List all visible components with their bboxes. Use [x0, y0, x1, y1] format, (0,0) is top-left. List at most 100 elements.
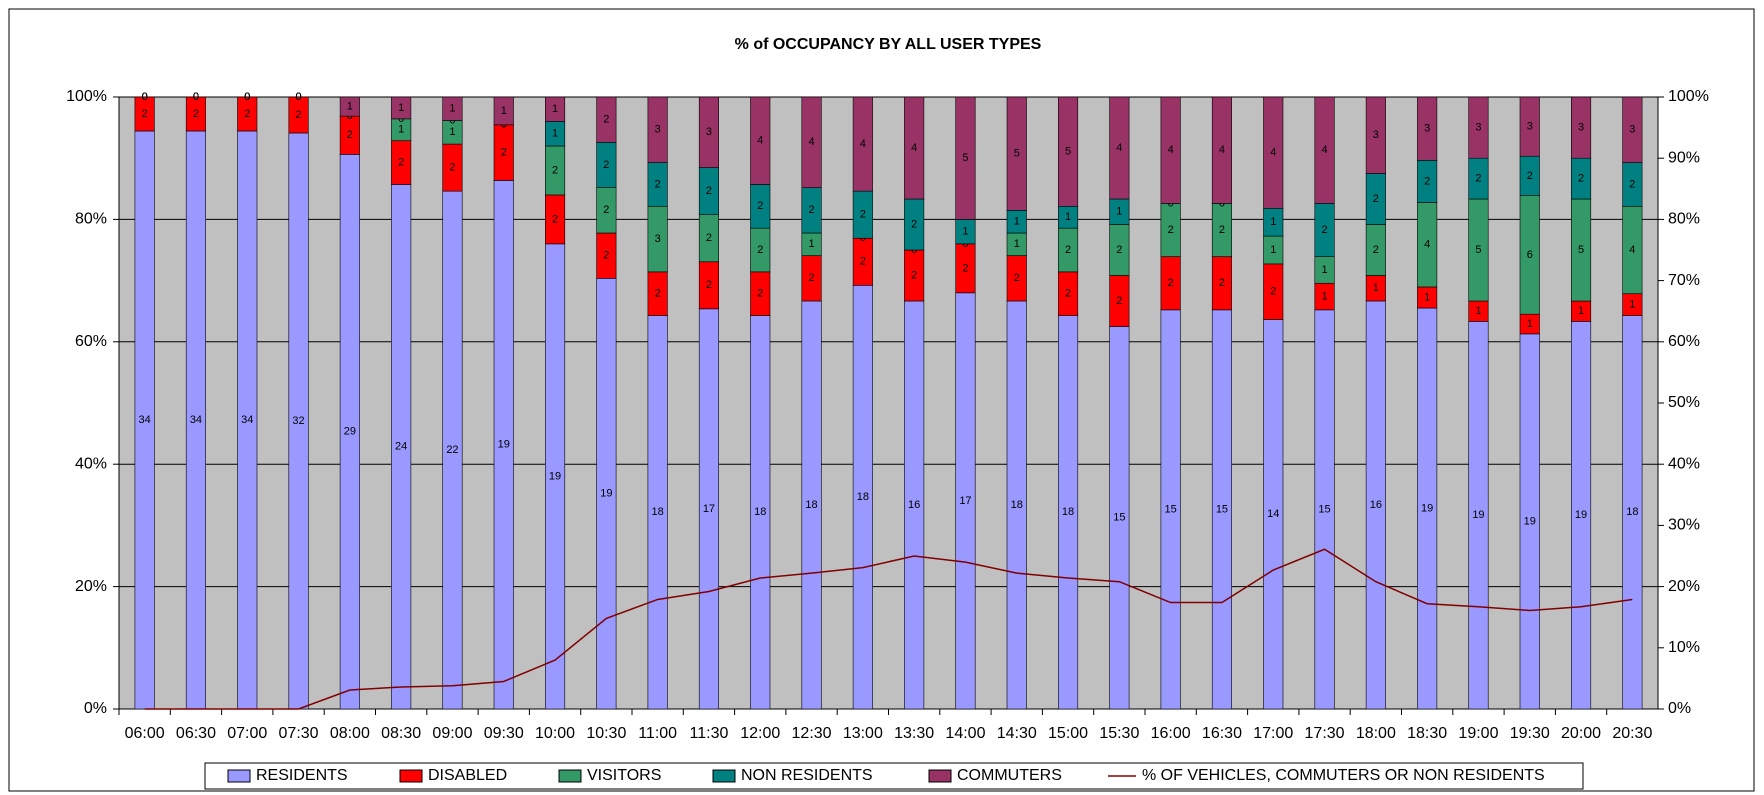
x-tick-label: 14:30 [997, 725, 1037, 742]
data-label: 2 [501, 147, 507, 159]
legend-label: NON RESIDENTS [741, 767, 873, 784]
y-tick-label: 60% [75, 333, 107, 350]
data-label: 0 [244, 91, 250, 103]
data-label: 0 [142, 91, 148, 103]
data-label: 2 [911, 218, 917, 230]
data-label: 2 [603, 114, 609, 126]
legend-label: VISITORS [587, 767, 661, 784]
data-label: 4 [808, 136, 814, 148]
data-label: 2 [347, 129, 353, 141]
x-tick-label: 16:00 [1151, 725, 1191, 742]
data-label: 1 [1270, 216, 1276, 228]
data-label: 2 [142, 108, 148, 120]
data-label: 1 [1629, 299, 1635, 311]
data-label: 19 [1575, 509, 1587, 521]
data-label: 4 [1168, 144, 1174, 156]
data-label: 4 [1321, 144, 1327, 156]
data-label: 2 [1014, 272, 1020, 284]
x-tick-label: 12:30 [792, 725, 832, 742]
data-label: 0 [295, 91, 301, 103]
x-tick-label: 13:30 [894, 725, 934, 742]
y-tick-label: 100% [66, 88, 107, 105]
y-tick-label: 20% [75, 578, 107, 595]
plot-area [118, 96, 1659, 710]
data-label: 4 [860, 138, 866, 150]
y2-tick-label: 40% [1668, 455, 1700, 472]
data-label: 4 [1270, 147, 1276, 159]
bar-segment [185, 96, 206, 132]
chart-title: % of OCCUPANCY BY ALL USER TYPES [735, 36, 1042, 53]
data-label: 2 [398, 156, 404, 168]
data-label: 0 [193, 91, 199, 103]
data-label: 19 [498, 439, 510, 451]
data-label: 2 [1168, 224, 1174, 236]
data-label: 19 [1524, 515, 1536, 527]
data-label: 4 [1424, 239, 1430, 251]
data-label: 2 [706, 232, 712, 244]
data-label: 2 [1475, 173, 1481, 185]
data-label: 2 [1116, 295, 1122, 307]
data-label: 18 [857, 491, 869, 503]
data-label: 2 [603, 204, 609, 216]
data-label: 1 [1321, 264, 1327, 276]
legend-swatch [712, 769, 736, 783]
bar-segment [442, 96, 463, 121]
data-label: 1 [962, 226, 968, 238]
data-label: 34 [139, 414, 151, 426]
data-label: 2 [1219, 224, 1225, 236]
y2-tick-label: 30% [1668, 517, 1700, 534]
data-label: 1 [1373, 282, 1379, 294]
x-tick-label: 19:00 [1458, 725, 1498, 742]
data-label: 3 [1578, 122, 1584, 134]
data-label: 2 [706, 185, 712, 197]
data-label: 1 [398, 102, 404, 114]
x-tick-label: 16:30 [1202, 725, 1242, 742]
data-label: 29 [344, 426, 356, 438]
data-label: 1 [1475, 305, 1481, 317]
data-label: 3 [1527, 121, 1533, 133]
x-tick-label: 12:00 [740, 725, 780, 742]
data-label: 0 [244, 91, 250, 103]
data-label: 2 [1270, 286, 1276, 298]
legend-label: RESIDENTS [256, 767, 348, 784]
data-label: 2 [860, 209, 866, 221]
y2-tick-label: 10% [1668, 639, 1700, 656]
data-label: 15 [1113, 512, 1125, 524]
bar-segment [698, 96, 719, 168]
data-label: 2 [808, 204, 814, 216]
data-label: 2 [244, 108, 250, 120]
data-label: 3 [1373, 129, 1379, 141]
data-label: 3 [1629, 124, 1635, 136]
x-tick-label: 08:30 [381, 725, 421, 742]
data-label: 2 [449, 162, 455, 174]
y2-tick-label: 50% [1668, 394, 1700, 411]
bar-segment [955, 96, 976, 220]
data-label: 2 [1065, 288, 1071, 300]
data-label: 0 [193, 91, 199, 103]
data-label: 2 [1065, 244, 1071, 256]
data-label: 19 [600, 488, 612, 500]
data-label: 2 [295, 109, 301, 121]
x-tick-label: 09:00 [432, 725, 472, 742]
data-label: 18 [1011, 499, 1023, 511]
data-label: 2 [1629, 178, 1635, 190]
data-label: 1 [449, 103, 455, 115]
data-label: 4 [911, 142, 917, 154]
legend-swatch [399, 769, 423, 783]
data-label: 2 [1373, 244, 1379, 256]
x-tick-label: 20:30 [1612, 725, 1652, 742]
bar-segment [1417, 96, 1438, 161]
data-label: 1 [552, 103, 558, 115]
y2-tick-label: 80% [1668, 211, 1700, 228]
data-label: 5 [1475, 244, 1481, 256]
data-label: 2 [1424, 175, 1430, 187]
bar-segment [545, 96, 566, 122]
x-tick-label: 17:30 [1305, 725, 1345, 742]
bar-segment [1160, 96, 1181, 204]
data-label: 24 [395, 441, 407, 453]
data-label: 1 [1014, 238, 1020, 250]
data-label: 0 [295, 91, 301, 103]
data-label: 3 [1475, 122, 1481, 134]
data-label: 2 [1168, 277, 1174, 289]
